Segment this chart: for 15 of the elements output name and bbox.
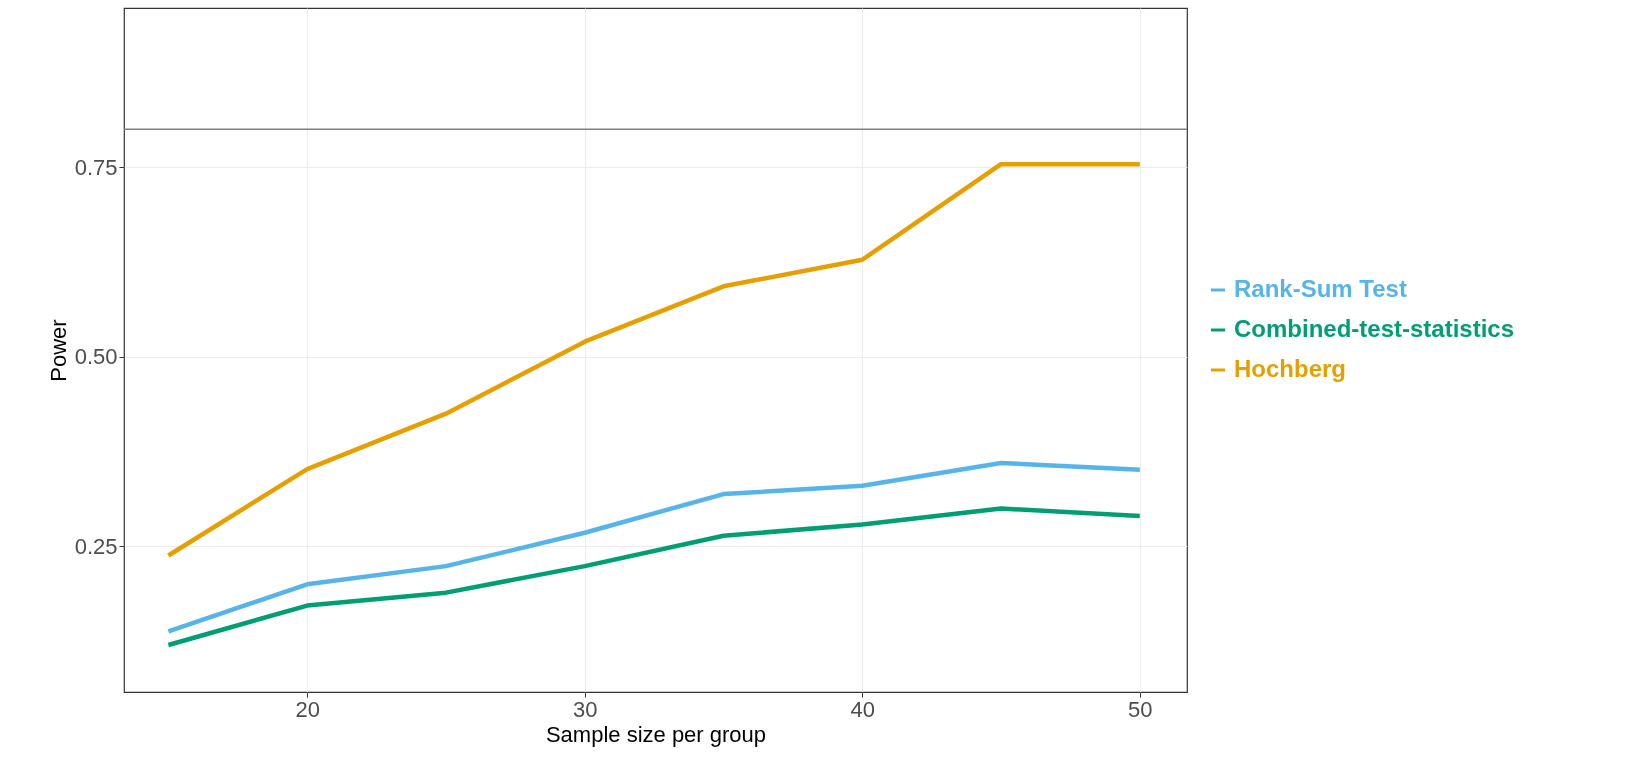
x-axis-title: Sample size per group [545, 721, 767, 747]
x-tick-label: 30 [572, 696, 598, 722]
x-tick-label: 50 [1128, 696, 1153, 722]
line-series [166, 161, 1143, 558]
legend-label: Hochberg [1234, 355, 1347, 382]
y-tick-label: 0.25 [74, 533, 118, 559]
x-tick-label: 20 [295, 696, 320, 722]
x-tick-label: 40 [850, 696, 876, 722]
y-tick-label: 0.50 [74, 344, 118, 370]
line-series [166, 506, 1143, 648]
y-tick-label: 0.75 [74, 154, 118, 180]
y-axis-title: Power [45, 319, 71, 382]
legend-label: Combined-test-statistics [1234, 315, 1515, 342]
legend-label: Rank-Sum Test [1234, 275, 1407, 302]
line-series [166, 460, 1143, 634]
